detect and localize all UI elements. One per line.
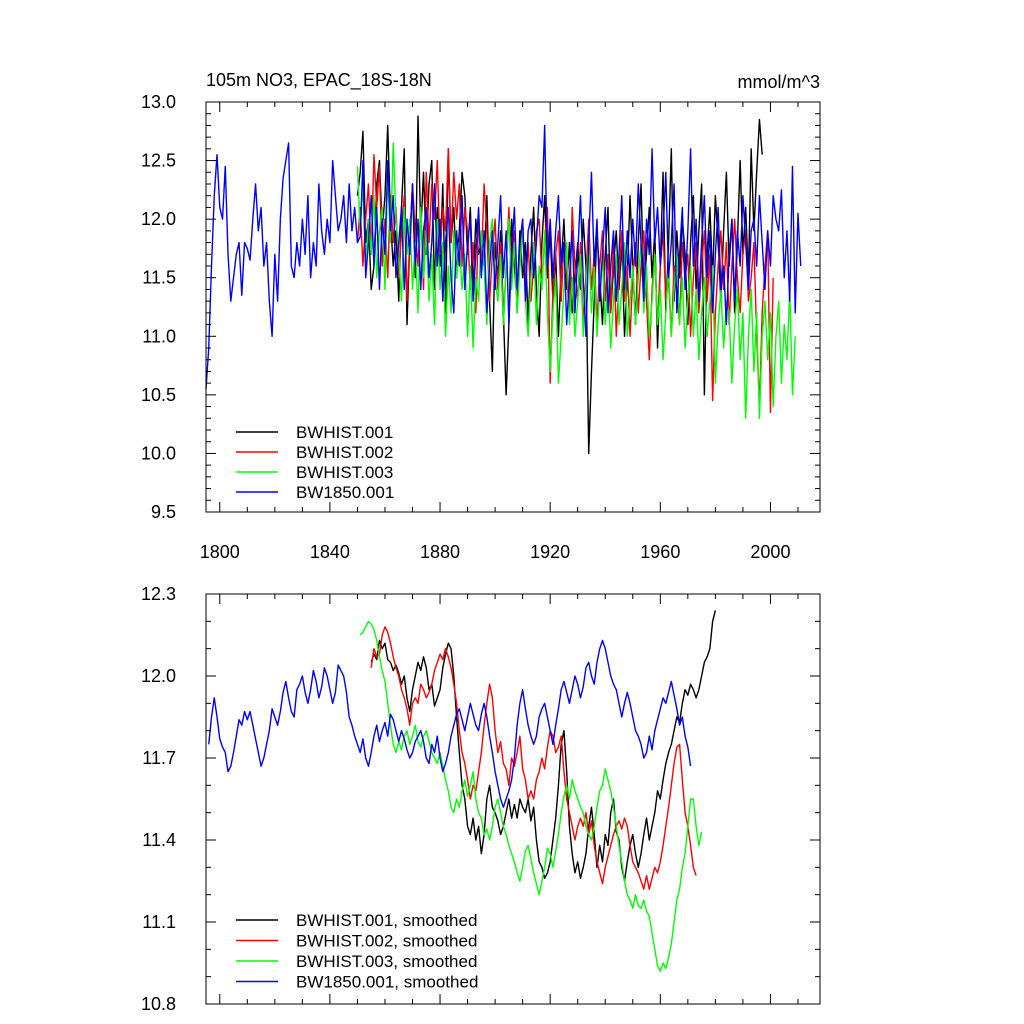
bottom-ytick-label: 11.1 (142, 912, 176, 932)
top-legend-label-3: BWHIST.003 (296, 463, 393, 482)
top-axis-ticks: 9.5 10.0 10.5 11.0 11.5 12.0 12.5 13.0 1800 1840 1… (141, 92, 820, 562)
top-series-line-3 (356, 142, 796, 419)
bottom-ytick-label: 10.8 (141, 994, 176, 1014)
top-legend-label-2: BWHIST.002 (296, 443, 393, 462)
top-xtick-label: 1920 (530, 542, 570, 562)
bottom-legend: BWHIST.001, smoothed BWHIST.002, smoothed… (236, 911, 478, 992)
top-ytick-label: 11.5 (142, 268, 176, 288)
bottom-legend-label-4: BW1850.001, smoothed (296, 973, 478, 992)
bottom-legend-label-2: BWHIST.002, smoothed (296, 932, 477, 951)
bottom-panel: 10.8 11.1 11.4 11.7 12.0 12.3 BWHIST.001, smo… (141, 584, 821, 1014)
top-ytick-label: 12.5 (141, 151, 176, 171)
top-ytick-label: 11.0 (142, 326, 176, 346)
top-plot-frame (205, 101, 821, 513)
top-xtick-label: 1880 (420, 542, 460, 562)
top-ytick-label: 9.5 (151, 502, 176, 522)
top-series-line-4 (205, 124, 802, 390)
bottom-ytick-label: 12.0 (141, 666, 176, 686)
bottom-ytick-label: 11.4 (142, 830, 176, 850)
bottom-series-line-3 (359, 620, 703, 972)
bottom-legend-label-3: BWHIST.003, smoothed (296, 952, 477, 971)
top-panel: 105m NO3, EPAC_18S-18N mmol/m^3 9.5 10.0 1… (141, 70, 821, 562)
top-units: mmol/m^3 (738, 72, 820, 92)
bottom-series-group (208, 610, 717, 972)
bottom-legend-label-1: BWHIST.001, smoothed (296, 911, 477, 930)
top-title: 105m NO3, EPAC_18S-18N (206, 70, 432, 91)
top-xtick-label: 1800 (200, 542, 240, 562)
top-ytick-label: 10.0 (141, 443, 176, 463)
top-ytick-label: 10.5 (141, 385, 176, 405)
bottom-series-line-4 (208, 639, 692, 808)
bottom-ytick-label: 11.7 (142, 748, 176, 768)
top-xtick-label: 1960 (640, 542, 680, 562)
top-legend-label-1: BWHIST.001 (296, 423, 393, 442)
top-ytick-label: 13.0 (141, 92, 176, 112)
top-xtick-label: 1840 (310, 542, 350, 562)
top-ytick-label: 12.0 (141, 209, 176, 229)
bottom-axis-ticks: 10.8 11.1 11.4 11.7 12.0 12.3 (141, 584, 820, 1014)
bottom-series-line-2 (370, 626, 697, 890)
top-series-group (205, 115, 802, 455)
bottom-ytick-label: 12.3 (141, 584, 176, 604)
bottom-plot-frame (205, 593, 821, 1005)
top-legend-label-4: BW1850.001 (296, 483, 394, 502)
top-xtick-label: 2000 (750, 542, 790, 562)
